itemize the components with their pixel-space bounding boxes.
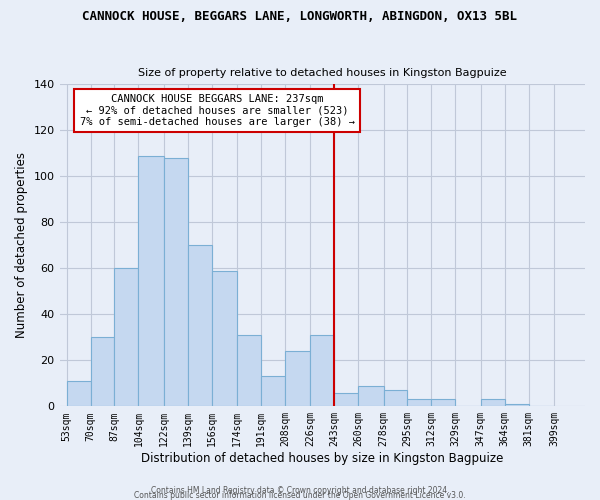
Bar [212,270,237,406]
Bar [91,338,115,406]
Bar [164,158,188,406]
Text: Contains HM Land Registry data © Crown copyright and database right 2024.: Contains HM Land Registry data © Crown c… [151,486,449,495]
Bar [261,376,285,406]
Bar [188,246,212,406]
Title: Size of property relative to detached houses in Kingston Bagpuize: Size of property relative to detached ho… [138,68,506,78]
Bar [358,386,383,406]
Bar [383,390,407,406]
Bar [285,351,310,406]
Bar [505,404,529,406]
Y-axis label: Number of detached properties: Number of detached properties [15,152,28,338]
X-axis label: Distribution of detached houses by size in Kingston Bagpuize: Distribution of detached houses by size … [141,452,503,465]
Bar [407,400,431,406]
Bar [431,400,455,406]
Bar [67,381,91,406]
Bar [481,400,505,406]
Bar [115,268,139,406]
Text: Contains public sector information licensed under the Open Government Licence v3: Contains public sector information licen… [134,491,466,500]
Bar [237,335,261,406]
Bar [310,335,334,406]
Bar [139,156,164,406]
Bar [334,392,358,406]
Text: CANNOCK HOUSE, BEGGARS LANE, LONGWORTH, ABINGDON, OX13 5BL: CANNOCK HOUSE, BEGGARS LANE, LONGWORTH, … [83,10,517,23]
Text: CANNOCK HOUSE BEGGARS LANE: 237sqm
← 92% of detached houses are smaller (523)
7%: CANNOCK HOUSE BEGGARS LANE: 237sqm ← 92%… [80,94,355,127]
